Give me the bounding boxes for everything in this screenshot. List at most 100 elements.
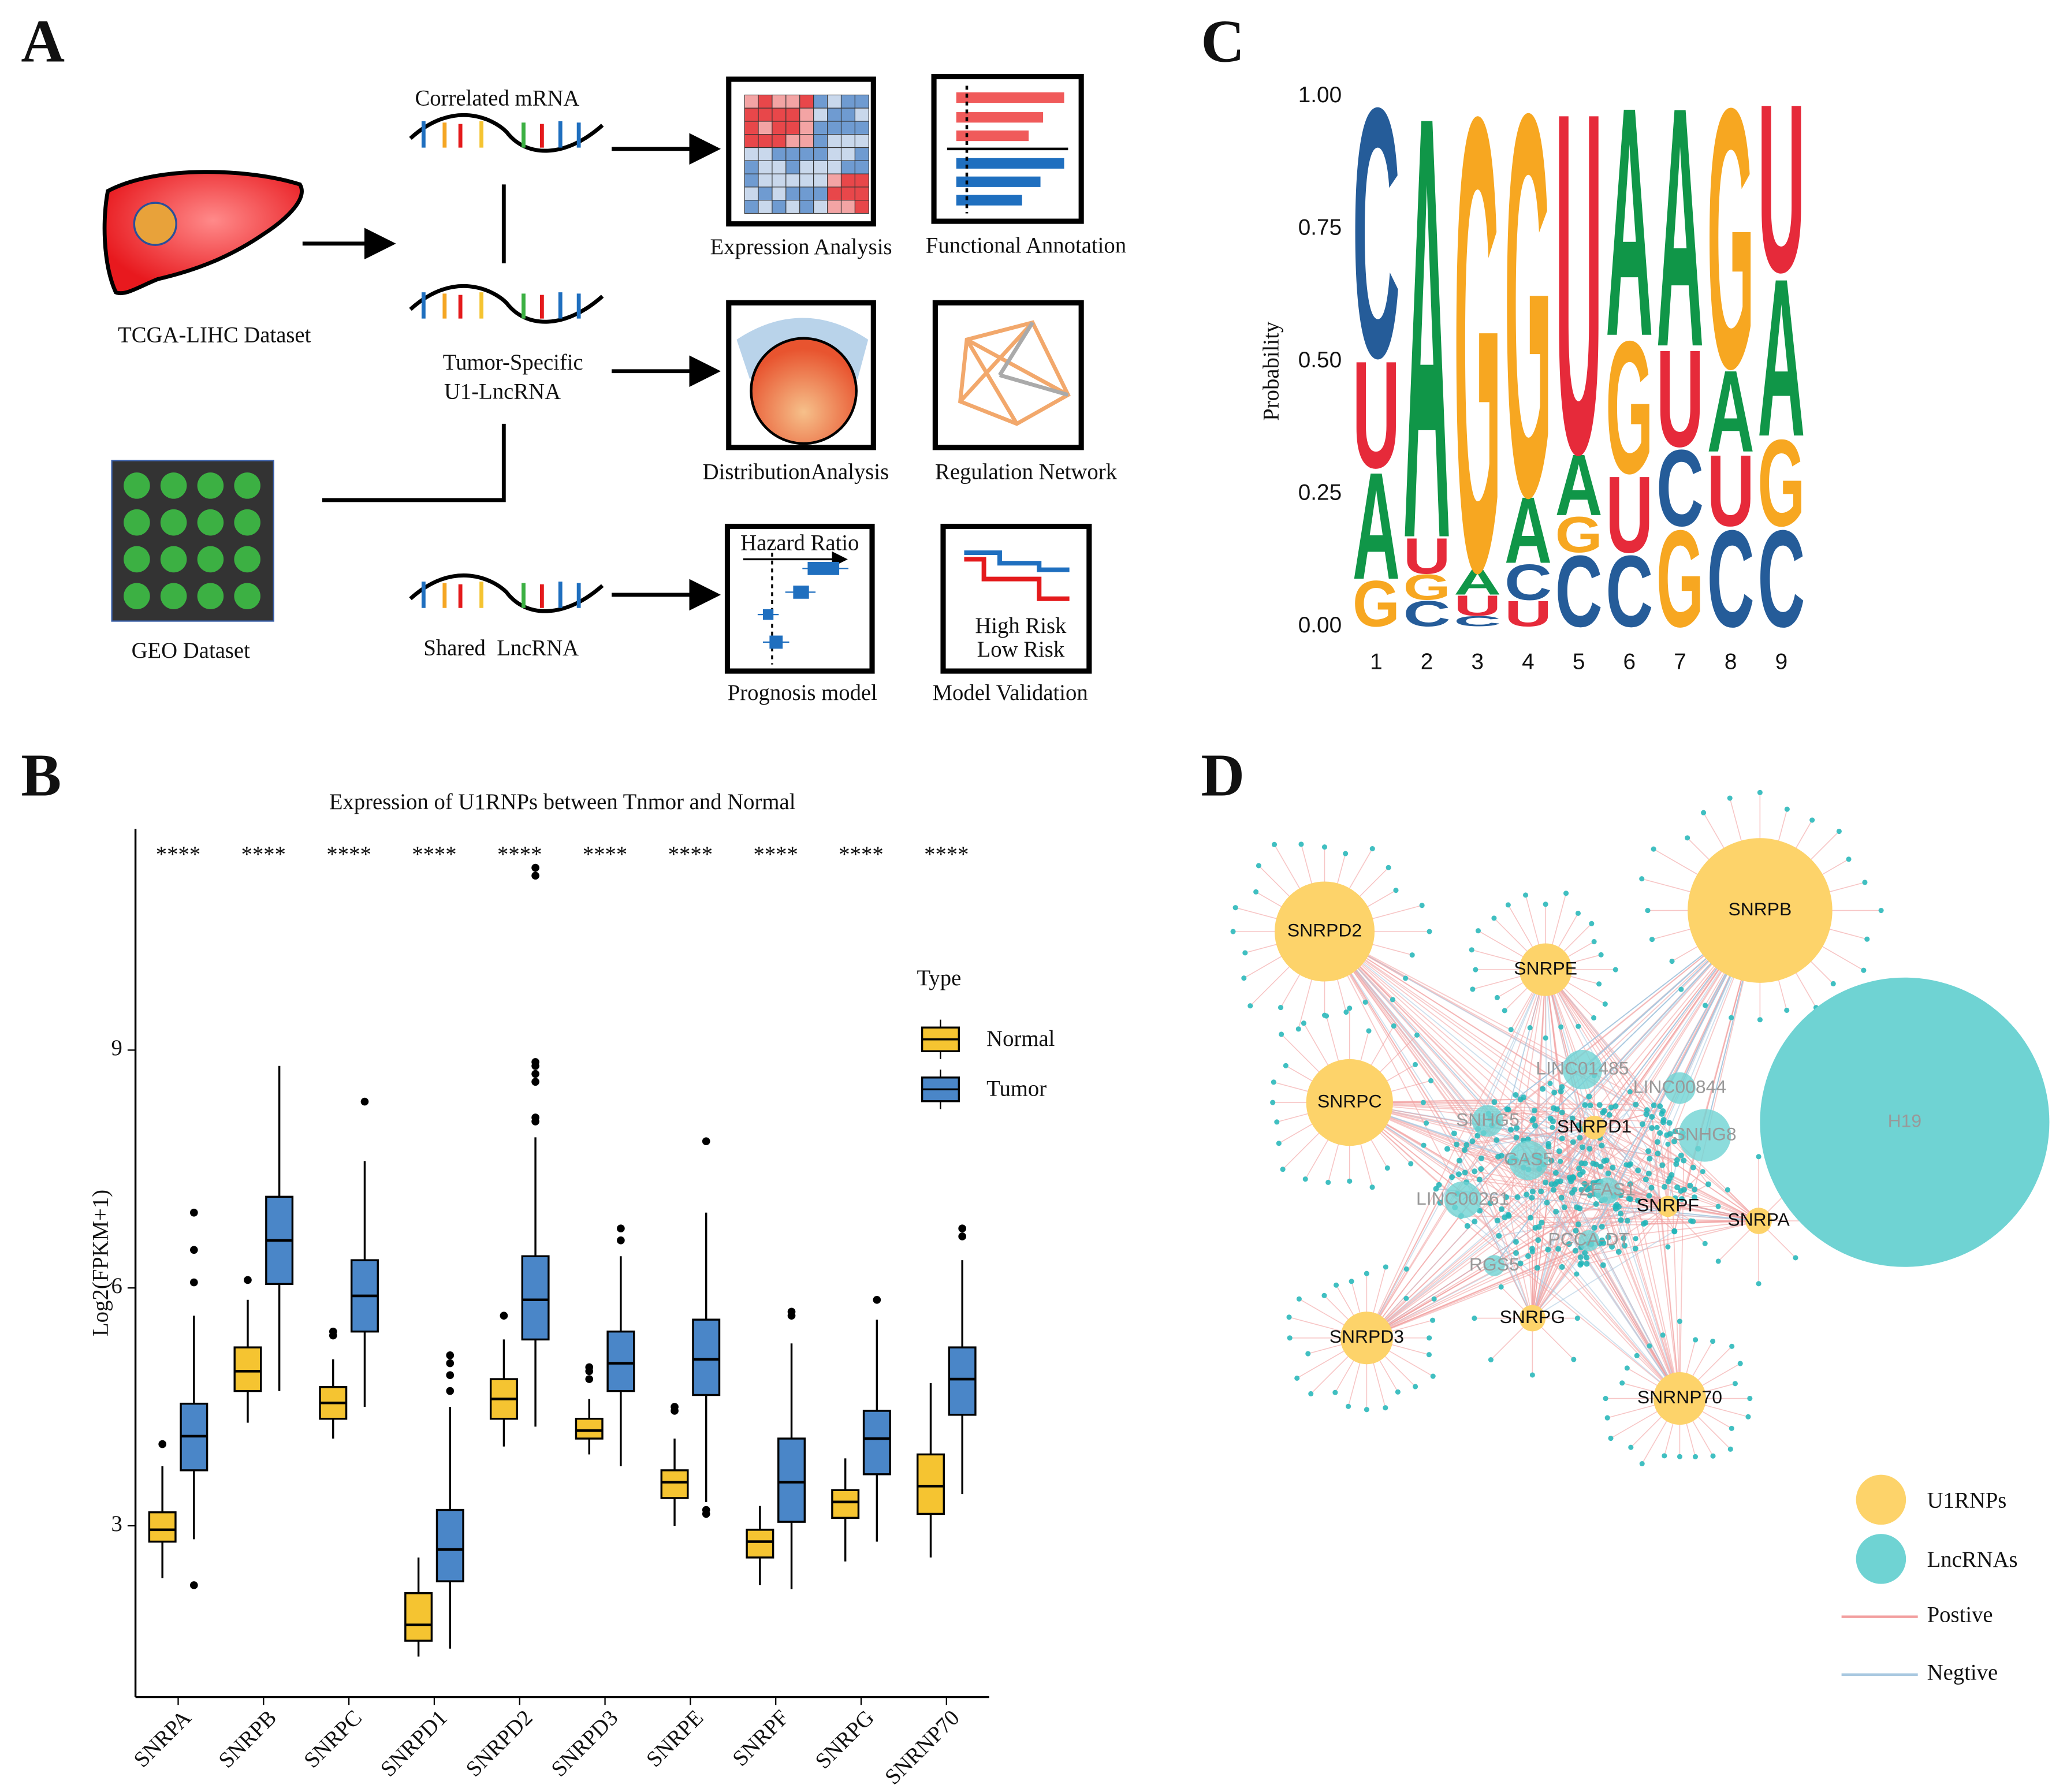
y-tick-label: 0.00: [1298, 613, 1342, 638]
label: Correlated mRNA: [415, 86, 579, 110]
outlier: [329, 1327, 337, 1336]
edge: [1366, 1187, 1652, 1339]
lncrna-dot: [1444, 1146, 1450, 1152]
lncrna-dot: [1469, 1138, 1476, 1145]
lncrna-dot: [1690, 1164, 1696, 1171]
x-tick-label: SNRPB: [214, 1705, 281, 1772]
outlier: [585, 1363, 594, 1372]
heat-cell: [813, 121, 828, 135]
heat-cell: [854, 200, 869, 214]
legend-key: [1856, 1534, 1906, 1584]
lncrna-dot: [1756, 1281, 1761, 1287]
lncrna-dot: [1428, 1078, 1434, 1083]
edge: [1324, 931, 1541, 1192]
heat-cell: [772, 134, 787, 148]
edge: [1366, 1104, 1637, 1339]
u1rnp-label: SNRNP70: [1637, 1387, 1722, 1407]
lncrna-dot: [1669, 1172, 1675, 1178]
lncrna-dot: [1705, 1181, 1711, 1187]
edge: [1629, 1199, 1681, 1399]
edge: [1532, 1230, 1675, 1319]
y-tick-label: 0.75: [1298, 215, 1342, 240]
rna-icons: [409, 113, 604, 613]
heat-cell: [758, 160, 773, 174]
lncrna-dot: [1646, 1193, 1652, 1199]
lncrna-dot: [1561, 1204, 1567, 1210]
heat-cell: [813, 107, 828, 122]
logo-letter: C: [1504, 554, 1552, 611]
network-icon: [958, 320, 1071, 426]
x-tick-label: SNRPG: [811, 1705, 879, 1774]
label: Regulation Network: [935, 460, 1118, 484]
box: [521, 1255, 550, 1341]
lncrna-dot: [1634, 1353, 1640, 1358]
lncrna-dot: [1474, 1132, 1481, 1139]
lncrna-dot: [1543, 901, 1548, 907]
heat-cell: [854, 121, 869, 135]
edge: [1545, 969, 1637, 1105]
lncrna-dot: [1539, 1219, 1545, 1225]
label: GEO Dataset: [132, 639, 251, 663]
lncrna-dot: [1279, 1031, 1284, 1037]
lncrna-dot: [1414, 1032, 1420, 1038]
edge: [1366, 1118, 1534, 1339]
logo-letter: U: [1555, 10, 1603, 554]
edge: [1494, 910, 1761, 1266]
lncrna-dot: [1662, 1184, 1668, 1190]
box: [575, 1417, 604, 1440]
edge: [1545, 969, 1673, 1176]
lncrna-dot: [1732, 1381, 1738, 1387]
logo-letter: C: [1403, 594, 1451, 634]
lncrna-dot: [1587, 1193, 1593, 1199]
geo-dot: [124, 583, 150, 609]
lncrna-dot: [1527, 1214, 1533, 1221]
lncrna-dot: [1582, 1250, 1588, 1256]
x-tick-label: 8: [1725, 650, 1737, 675]
lncrna-dot: [1230, 929, 1236, 934]
lncrna-dot: [1634, 1197, 1641, 1204]
lncrna-dot: [1627, 1196, 1633, 1202]
lncrna-dot: [1413, 1384, 1418, 1389]
lncrna-dot: [1665, 1178, 1671, 1184]
lncrna-dot: [1569, 1115, 1576, 1122]
panel-label: D: [1201, 742, 1245, 809]
lncrna-dot: [1242, 950, 1248, 956]
lncrna-dot: [1513, 1134, 1520, 1141]
box: [606, 1330, 635, 1392]
lncrna-dot: [1559, 1135, 1565, 1142]
heat-cell: [772, 107, 787, 122]
heat-cell: [744, 94, 759, 109]
lncrna-dot: [1305, 1351, 1311, 1357]
legend-label: LncRNAs: [1927, 1548, 2018, 1572]
lncrna-dot: [1685, 835, 1690, 841]
outlier: [585, 1375, 594, 1383]
lncrna-dot: [1278, 1005, 1284, 1011]
lncrna-dot: [1555, 1246, 1562, 1252]
edge: [1366, 1197, 1533, 1339]
lncrna-dot: [1430, 1317, 1436, 1323]
label: U1-LncRNA: [444, 379, 561, 404]
lncrna-dot: [1621, 1235, 1627, 1242]
lncrna-dot: [1700, 1169, 1705, 1175]
legend-label: Postive: [1927, 1603, 1993, 1627]
lncrna-dot: [1667, 1131, 1673, 1137]
lncrna-dot: [1301, 1020, 1307, 1026]
lncrna-dot: [1665, 1141, 1671, 1147]
u1rnp-label: SNRPG: [1500, 1306, 1565, 1327]
lncrna-node: [1484, 1255, 1505, 1276]
lncrna-dot: [1491, 915, 1497, 921]
lncrna-dot: [1587, 1146, 1593, 1152]
x-tick-label: SNRPF: [728, 1705, 794, 1771]
lncrna-dot: [1619, 1380, 1625, 1386]
lncrna-dot: [1651, 1102, 1657, 1109]
geo-dot: [234, 472, 260, 499]
edge: [1454, 1133, 1681, 1399]
lncrna-dot: [1488, 1357, 1494, 1363]
lncrna-dot: [1660, 1117, 1667, 1123]
u1rnp-label: SNRPB: [1728, 899, 1792, 919]
u1rnp-node: [1306, 1059, 1393, 1146]
lncrna-dot: [1424, 1120, 1429, 1126]
lncrna-dot: [1640, 1221, 1647, 1227]
lncrna-dot: [1596, 981, 1602, 987]
lncrna-dot: [1640, 1121, 1646, 1127]
